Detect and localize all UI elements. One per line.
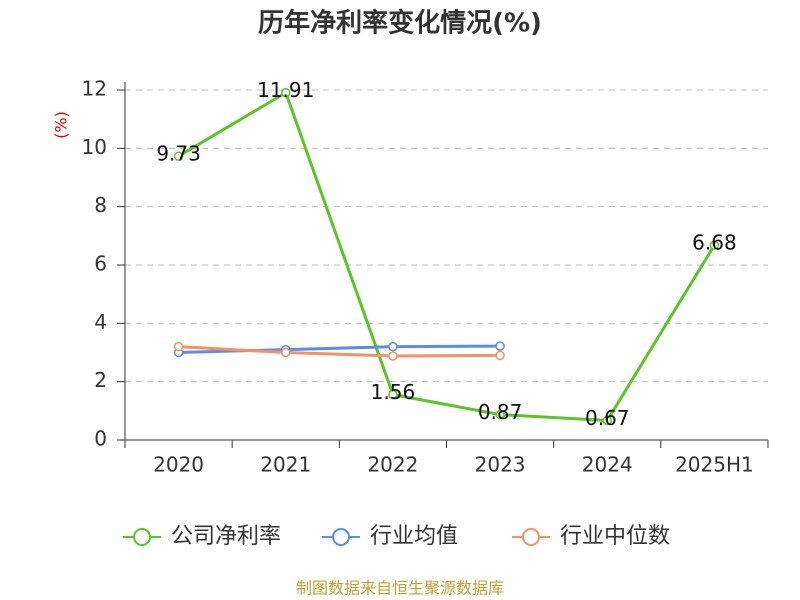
legend-marker xyxy=(133,528,151,546)
chart-title: 历年净利率变化情况(%) xyxy=(258,8,542,39)
source-note: 制图数据来自恒生聚源数据库 xyxy=(296,579,504,598)
y-tick-label: 4 xyxy=(94,310,107,334)
legend-label: 行业中位数 xyxy=(560,524,670,549)
series-line xyxy=(178,345,501,358)
data-point xyxy=(281,347,291,358)
data-point xyxy=(709,240,720,250)
data-point xyxy=(388,341,398,352)
data-point xyxy=(388,351,398,361)
data-point xyxy=(495,409,505,420)
data-label: 6.68 xyxy=(692,231,737,255)
legend-marker xyxy=(332,528,350,546)
data-point xyxy=(495,350,505,361)
data-point xyxy=(173,151,184,161)
y-tick-label: 0 xyxy=(94,427,107,451)
data-point xyxy=(602,415,612,426)
data-label: 11.91 xyxy=(257,78,314,102)
x-tick-label: 2025H1 xyxy=(675,453,754,477)
x-tick-label: 2024 xyxy=(582,453,633,477)
data-label: 0.67 xyxy=(585,406,630,430)
data-label: 0.87 xyxy=(478,400,523,424)
x-tick-label: 2023 xyxy=(475,453,526,477)
data-label: 9.73 xyxy=(156,142,201,166)
x-tick-label: 2021 xyxy=(260,453,311,477)
data-point xyxy=(281,87,291,98)
y-axis-label: (%) xyxy=(52,111,71,139)
legend-label: 行业均值 xyxy=(370,524,458,549)
data-label: 1.56 xyxy=(371,380,416,404)
series-line xyxy=(177,91,716,422)
y-tick-label: 8 xyxy=(94,193,107,217)
x-tick-label: 2022 xyxy=(367,453,418,477)
data-point xyxy=(388,389,398,400)
data-point xyxy=(173,341,184,352)
y-tick-label: 12 xyxy=(82,77,107,101)
y-tick-label: 2 xyxy=(94,368,107,392)
data-point xyxy=(495,341,505,351)
legend-marker xyxy=(522,528,540,546)
x-tick-label: 2020 xyxy=(153,453,204,477)
y-tick-label: 6 xyxy=(94,252,107,276)
y-tick-label: 10 xyxy=(82,135,107,159)
legend-label: 公司净利率 xyxy=(171,524,281,549)
